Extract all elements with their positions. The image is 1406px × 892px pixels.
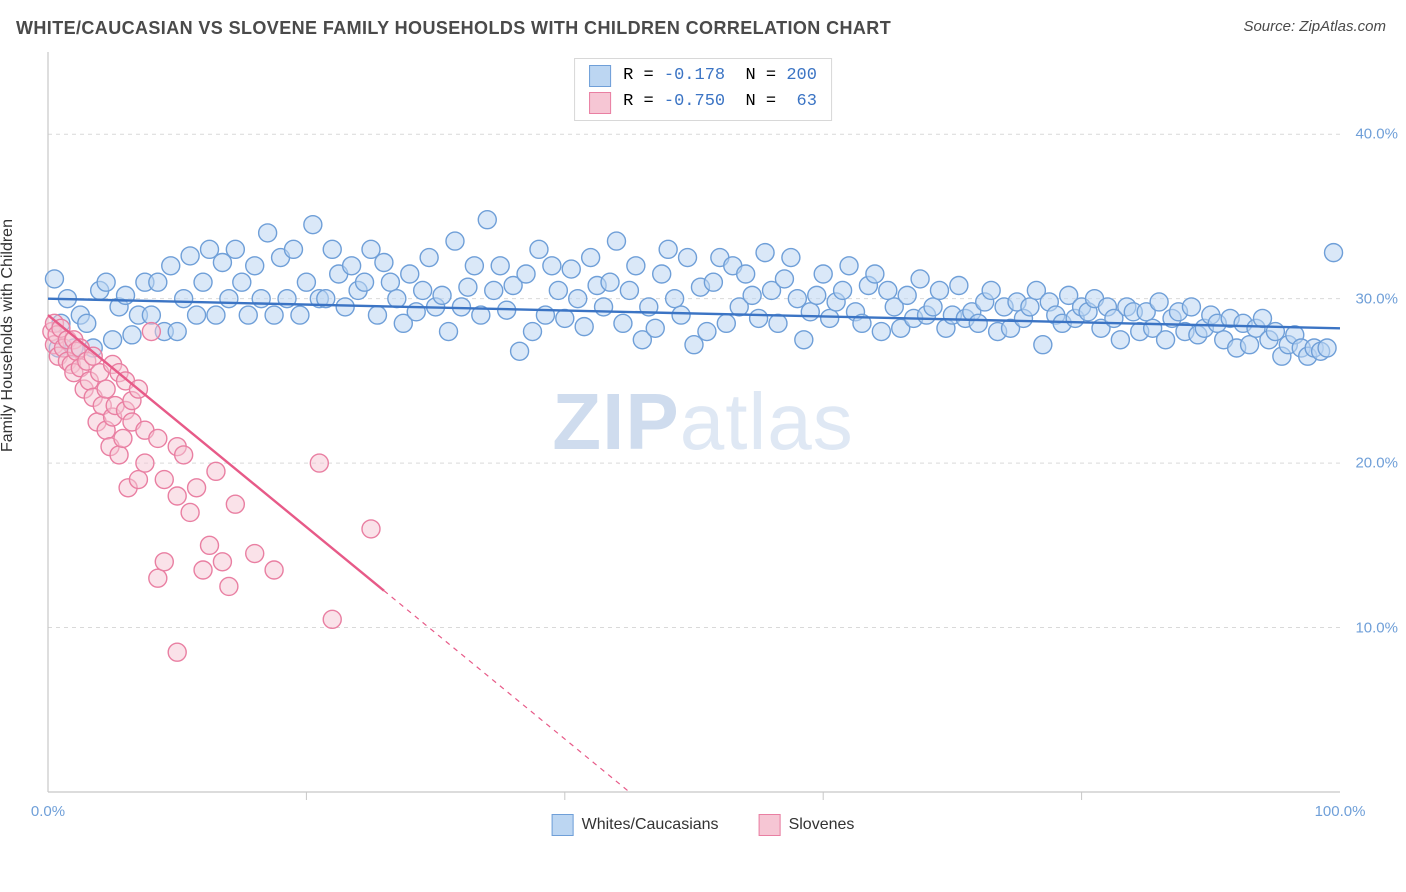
y-tick-label: 30.0% bbox=[1355, 290, 1398, 307]
x-tick-label: 0.0% bbox=[31, 803, 65, 820]
legend-swatch bbox=[759, 814, 781, 836]
legend-swatch bbox=[552, 814, 574, 836]
legend-swatch bbox=[589, 92, 611, 114]
r-value: -0.178 bbox=[654, 63, 725, 89]
stats-legend-row: R = -0.178 N = 200 bbox=[589, 63, 817, 89]
n-label: N = bbox=[725, 63, 776, 89]
legend-label: Whites/Caucasians bbox=[582, 816, 719, 833]
n-label: N = bbox=[725, 89, 776, 115]
y-tick-label: 20.0% bbox=[1355, 455, 1398, 472]
series-legend: Whites/Caucasians Slovenes bbox=[552, 814, 855, 836]
chart-title: WHITE/CAUCASIAN VS SLOVENE FAMILY HOUSEH… bbox=[16, 18, 891, 39]
source-label: Source: ZipAtlas.com bbox=[1243, 18, 1386, 35]
stats-legend-row: R = -0.750 N = 63 bbox=[589, 89, 817, 115]
y-tick-label: 40.0% bbox=[1355, 126, 1398, 143]
y-tick-label: 10.0% bbox=[1355, 619, 1398, 636]
stats-legend: R = -0.178 N = 200R = -0.750 N = 63 bbox=[574, 58, 832, 121]
x-tick-label: 100.0% bbox=[1315, 803, 1366, 820]
r-label: R = bbox=[623, 89, 654, 115]
n-value: 63 bbox=[776, 89, 817, 115]
y-axis-label: Family Households with Children bbox=[0, 219, 17, 452]
n-value: 200 bbox=[776, 63, 817, 89]
legend-item: Slovenes bbox=[759, 814, 855, 836]
plot-area: ZIPatlas Family Households with Children… bbox=[0, 52, 1406, 842]
legend-label: Slovenes bbox=[789, 816, 855, 833]
scatter-chart bbox=[0, 52, 1406, 842]
legend-item: Whites/Caucasians bbox=[552, 814, 719, 836]
legend-swatch bbox=[589, 65, 611, 87]
r-value: -0.750 bbox=[654, 89, 725, 115]
r-label: R = bbox=[623, 63, 654, 89]
